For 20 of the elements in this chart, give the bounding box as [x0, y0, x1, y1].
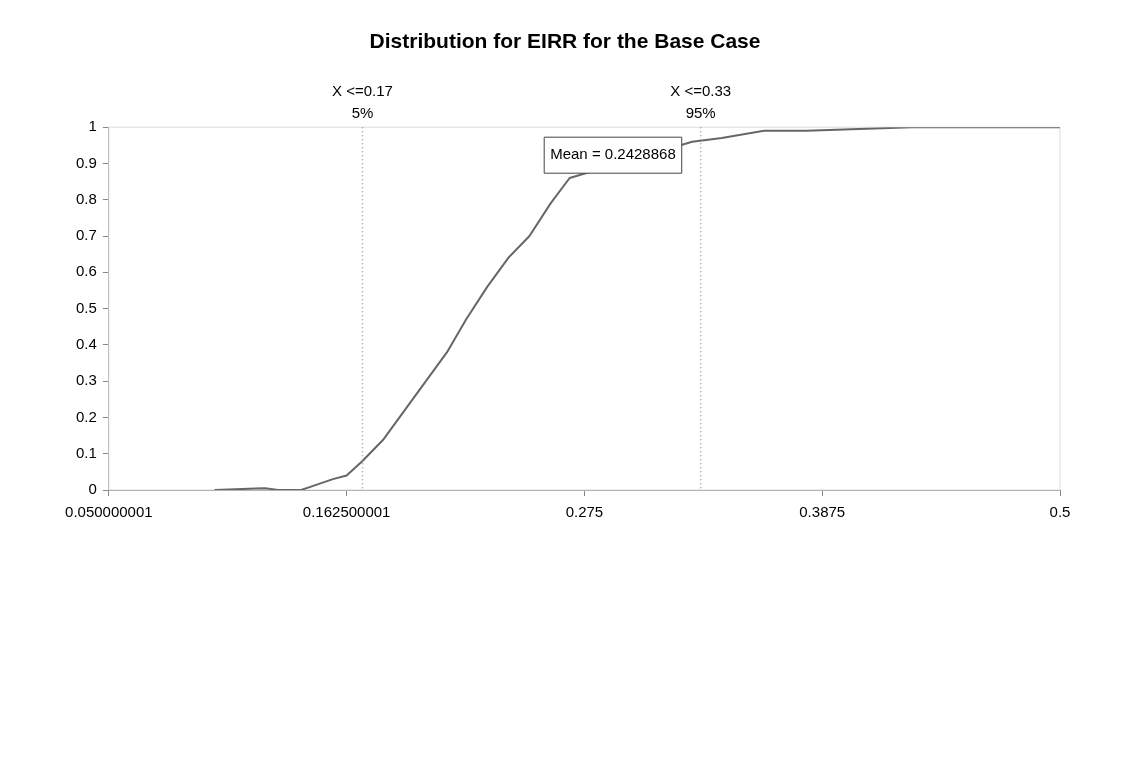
- y-tick-label: 0.1: [75, 443, 97, 461]
- x-tick-label: 0.162500001: [302, 503, 391, 521]
- ref-line-label: X <=0.33 95%: [670, 81, 732, 121]
- x-tick-label: 0.5: [1049, 503, 1071, 521]
- y-tick-label: 1: [88, 117, 97, 135]
- ref-line-label: X <=0.17 5%: [332, 81, 393, 121]
- x-tick-label: 0.3875: [799, 503, 846, 521]
- y-tick-label: 0.8: [75, 189, 97, 207]
- y-tick-label: 0.3: [75, 371, 97, 389]
- y-tick-label: 0.5: [75, 298, 97, 316]
- y-tick-label: 0.2: [75, 407, 97, 425]
- y-tick-label: 0: [88, 480, 97, 498]
- annotation: Mean = 0.2428868: [550, 145, 676, 163]
- x-tick-label: 0.050000001: [65, 503, 153, 521]
- x-tick-label: 0.275: [565, 503, 604, 521]
- y-tick-label: 0.7: [75, 226, 97, 244]
- y-tick-label: 0.9: [75, 153, 97, 171]
- y-tick-label: 0.4: [75, 335, 97, 353]
- y-tick-label: 0.6: [75, 262, 97, 280]
- chart-title: Distribution for EIRR for the Base Case: [369, 29, 761, 53]
